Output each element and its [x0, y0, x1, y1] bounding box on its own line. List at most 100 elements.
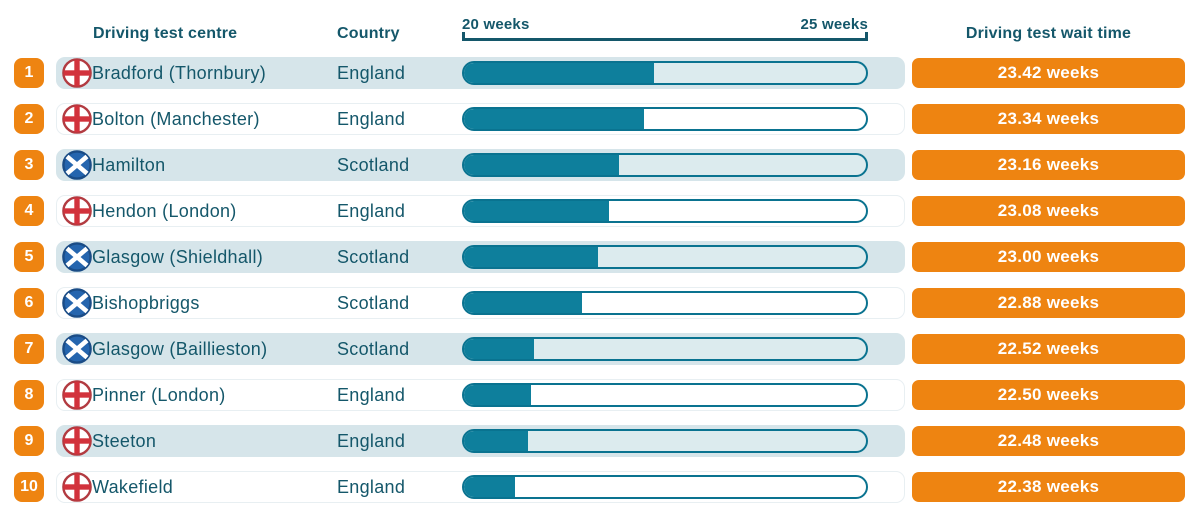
wait-time-bar-track — [462, 61, 868, 85]
column-header-wait-time: Driving test wait time — [965, 25, 1132, 42]
scotland-flag-icon — [62, 334, 92, 364]
country-name: England — [337, 477, 406, 497]
scotland-flag-icon — [62, 150, 92, 180]
centre-name: Glasgow (Shieldhall) — [92, 247, 264, 267]
wait-time-badge: 23.42 weeks — [912, 58, 1185, 88]
flag-icon — [62, 104, 92, 134]
row-card: Bishopbriggs Scotland — [56, 287, 905, 319]
wait-time-bar-fill — [464, 385, 531, 405]
wait-time-bar-fill — [464, 339, 534, 359]
rank-badge: 3 — [14, 150, 44, 180]
england-flag-icon — [62, 104, 92, 134]
wait-time-bar-track — [462, 383, 868, 407]
wait-time-badge: 23.16 weeks — [912, 150, 1185, 180]
wait-time-badge: 22.52 weeks — [912, 334, 1185, 364]
country-name: England — [337, 63, 406, 83]
flag-icon — [62, 288, 92, 318]
country-name: England — [337, 201, 406, 221]
table-row: 8 Pinner (London) England 22.50 weeks — [0, 379, 1200, 411]
axis-min-label: 20 weeks — [462, 16, 530, 33]
row-card: Steeton England — [56, 425, 905, 457]
england-flag-icon — [62, 196, 92, 226]
country-name: England — [337, 109, 406, 129]
wait-time-bar-track — [462, 245, 868, 269]
flag-icon — [62, 426, 92, 456]
country-name: England — [337, 385, 406, 405]
country-name: Scotland — [337, 339, 410, 359]
centre-name: Bishopbriggs — [92, 293, 200, 313]
wait-time-bar-fill — [464, 477, 515, 497]
wait-time-badge: 22.50 weeks — [912, 380, 1185, 410]
axis-max-label: 25 weeks — [800, 16, 868, 33]
row-card: Hendon (London) England — [56, 195, 905, 227]
rank-badge: 10 — [14, 472, 44, 502]
rank-badge: 9 — [14, 426, 44, 456]
wait-time-bar-track — [462, 107, 868, 131]
row-card: Hamilton Scotland — [56, 149, 905, 181]
wait-time-badge: 22.88 weeks — [912, 288, 1185, 318]
table-row: 5 Glasgow (Shieldhall) Scotland 23.00 we… — [0, 241, 1200, 273]
wait-time-badge: 23.34 weeks — [912, 104, 1185, 134]
rank-badge: 7 — [14, 334, 44, 364]
wait-time-bar-track — [462, 337, 868, 361]
centre-name: Hendon (London) — [92, 201, 237, 221]
wait-time-bar-fill — [464, 155, 620, 175]
wait-time-bar-track — [462, 475, 868, 499]
axis-labels: 20 weeks 25 weeks — [462, 16, 868, 33]
wait-time-bar-track — [462, 199, 868, 223]
centre-name: Glasgow (Baillieston) — [92, 339, 268, 359]
wait-time-bar-fill — [464, 201, 609, 221]
wait-time-badge: 22.48 weeks — [912, 426, 1185, 456]
wait-time-bar-fill — [464, 63, 655, 83]
rank-badge: 8 — [14, 380, 44, 410]
rank-badge: 1 — [14, 58, 44, 88]
rank-badge: 4 — [14, 196, 44, 226]
rank-badge: 5 — [14, 242, 44, 272]
table-row: 7 Glasgow (Baillieston) Scotland 22.52 w… — [0, 333, 1200, 365]
flag-icon — [62, 380, 92, 410]
centre-name: Bradford (Thornbury) — [92, 63, 267, 83]
table-row: 9 Steeton England 22.48 weeks — [0, 425, 1200, 457]
bar-axis: 20 weeks 25 weeks — [462, 16, 868, 41]
flag-icon — [62, 242, 92, 272]
wait-time-badge: 23.08 weeks — [912, 196, 1185, 226]
rows-list: 1 Bradford (Thornbury) England 23.42 wee… — [0, 57, 1200, 512]
table-row: 2 Bolton (Manchester) England 23.34 week… — [0, 103, 1200, 135]
row-card: Bradford (Thornbury) England — [56, 57, 905, 89]
row-card: Glasgow (Shieldhall) Scotland — [56, 241, 905, 273]
row-card: Wakefield England — [56, 471, 905, 503]
england-flag-icon — [62, 380, 92, 410]
centre-name: Steeton — [92, 431, 157, 451]
table-row: 6 Bishopbriggs Scotland 22.88 weeks — [0, 287, 1200, 319]
country-name: Scotland — [337, 155, 410, 175]
country-name: Scotland — [337, 293, 410, 313]
wait-time-bar-track — [462, 429, 868, 453]
row-card: Bolton (Manchester) England — [56, 103, 905, 135]
england-flag-icon — [62, 58, 92, 88]
wait-time-bar-fill — [464, 109, 644, 129]
flag-icon — [62, 150, 92, 180]
rank-badge: 2 — [14, 104, 44, 134]
table-row: 3 Hamilton Scotland 23.16 weeks — [0, 149, 1200, 181]
table-row: 1 Bradford (Thornbury) England 23.42 wee… — [0, 57, 1200, 89]
column-header-centre: Driving test centre — [93, 25, 238, 42]
wait-time-bar-fill — [464, 247, 598, 267]
axis-line — [462, 32, 868, 41]
centre-name: Pinner (London) — [92, 385, 226, 405]
centre-name: Wakefield — [92, 477, 174, 497]
country-name: England — [337, 431, 406, 451]
flag-icon — [62, 472, 92, 502]
table-header: Driving test centre Country 20 weeks 25 … — [0, 0, 1200, 57]
england-flag-icon — [62, 472, 92, 502]
wait-time-badge: 22.38 weeks — [912, 472, 1185, 502]
flag-icon — [62, 334, 92, 364]
rank-badge: 6 — [14, 288, 44, 318]
wait-time-bar-fill — [464, 431, 529, 451]
row-card: Pinner (London) England — [56, 379, 905, 411]
flag-icon — [62, 196, 92, 226]
country-name: Scotland — [337, 247, 410, 267]
flag-icon — [62, 58, 92, 88]
column-header-country: Country — [337, 25, 400, 42]
england-flag-icon — [62, 426, 92, 456]
